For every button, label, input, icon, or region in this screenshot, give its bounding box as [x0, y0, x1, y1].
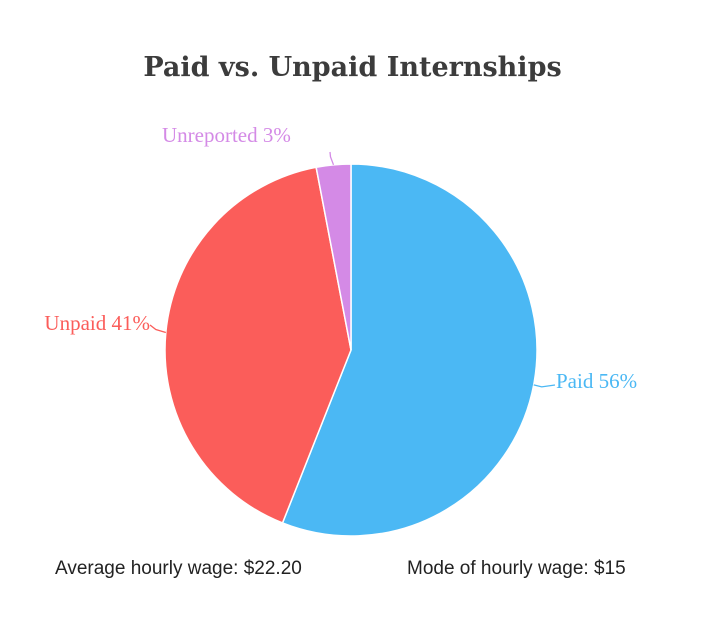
slice-label-unpaid: Unpaid 41%: [44, 311, 150, 335]
pie-slice-unreported: [315, 163, 352, 351]
pie-slices: [164, 163, 538, 537]
mode-wage-note: Mode of hourly wage: $15: [407, 558, 626, 579]
pie-slice-unpaid: [164, 166, 352, 524]
slice-labels: Paid 56% Unpaid 41% Unreported 3%: [44, 123, 637, 393]
chart-title: Paid vs. Unpaid Internships: [143, 52, 562, 83]
leader-line-unpaid: [149, 324, 167, 334]
leader-line-unreported: [329, 151, 335, 166]
average-wage-note: Average hourly wage: $22.20: [55, 558, 302, 579]
leader-line-paid: [533, 384, 556, 388]
slice-label-paid: Paid 56%: [556, 369, 637, 393]
leader-lines: [149, 151, 556, 388]
slice-label-unreported: Unreported 3%: [162, 123, 291, 147]
